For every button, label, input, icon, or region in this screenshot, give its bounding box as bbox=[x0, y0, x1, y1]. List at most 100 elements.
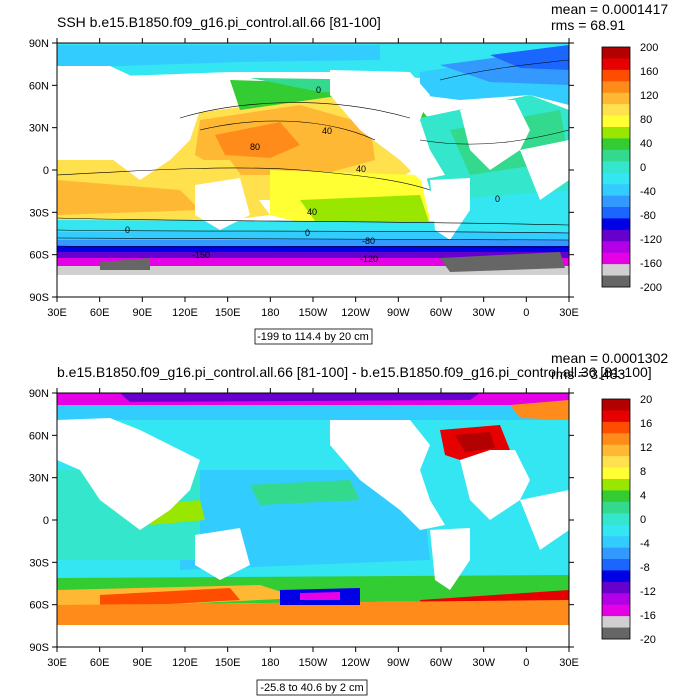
lat-tick-label: 0 bbox=[43, 515, 49, 527]
lon-tick-label: 60W bbox=[430, 657, 453, 669]
lat-tick-label: 90N bbox=[29, 38, 49, 50]
colorbar-swatch bbox=[602, 524, 630, 537]
contour-label: 40 bbox=[307, 207, 317, 217]
colorbar-label: 20 bbox=[640, 394, 652, 406]
lon-tick-label: 60W bbox=[430, 307, 453, 319]
colorbar-swatch bbox=[602, 115, 630, 128]
colorbar-swatch bbox=[602, 479, 630, 491]
lon-tick-label: 0 bbox=[523, 307, 529, 319]
colorbar-label: 80 bbox=[640, 114, 652, 126]
lat-tick-label: 30N bbox=[29, 473, 49, 485]
top-rms: rms = 68.91 bbox=[551, 17, 626, 33]
colorbar-label: 12 bbox=[640, 442, 652, 454]
top-axes: 90N 60N 30N 0 30S 60S 90S 30E 60E 90E 120E 150E 180 1… bbox=[29, 38, 579, 319]
colorbar-label: -20 bbox=[640, 634, 656, 646]
colorbar-swatch bbox=[602, 604, 630, 617]
lon-tick-label: 0 bbox=[523, 657, 529, 669]
colorbar-swatch bbox=[602, 501, 630, 514]
top-map-field bbox=[57, 43, 569, 297]
colorbar-swatch bbox=[602, 195, 630, 208]
colorbar-label: 120 bbox=[640, 90, 658, 102]
colorbar-swatch bbox=[602, 184, 630, 196]
contour-label: 0 bbox=[305, 228, 310, 238]
colorbar-label: -12 bbox=[640, 586, 656, 598]
colorbar-label: -120 bbox=[640, 234, 662, 246]
lon-tick-label: 180 bbox=[261, 307, 279, 319]
contour-label: -150 bbox=[192, 250, 210, 260]
top-range-box bbox=[254, 328, 373, 345]
colorbar-label: 0 bbox=[640, 514, 646, 526]
lon-tick-label: 60E bbox=[90, 657, 110, 669]
colorbar-swatch bbox=[602, 513, 630, 526]
colorbar-swatch bbox=[602, 627, 630, 640]
colorbar-label: -40 bbox=[640, 186, 656, 198]
lat-tick-label: 0 bbox=[43, 165, 49, 177]
colorbar-swatch bbox=[602, 229, 630, 242]
top-title: SSH b.e15.B1850.f09_g16.pi_control.all.6… bbox=[57, 14, 381, 30]
lon-tick-label: 120W bbox=[341, 307, 370, 319]
lon-tick-label: 30W bbox=[472, 657, 495, 669]
lon-tick-label: 90W bbox=[387, 307, 410, 319]
colorbar-label: 0 bbox=[640, 162, 646, 174]
colorbar-label: -4 bbox=[640, 538, 650, 550]
colorbar-swatch bbox=[602, 127, 630, 139]
colorbar-label: 200 bbox=[640, 42, 658, 54]
colorbar-swatch bbox=[602, 149, 630, 162]
lon-tick-label: 150W bbox=[299, 307, 328, 319]
contour-label: -120 bbox=[360, 254, 378, 264]
lon-tick-label: 30E bbox=[47, 657, 67, 669]
colorbar-swatch bbox=[602, 264, 630, 276]
colorbar-label: 8 bbox=[640, 466, 646, 478]
colorbar-swatch bbox=[602, 581, 630, 594]
colorbar-swatch bbox=[602, 547, 630, 560]
contour-label: 40 bbox=[356, 164, 366, 174]
colorbar-swatch bbox=[602, 616, 630, 628]
bottom-mean: mean = 0.0001302 bbox=[551, 350, 668, 366]
bottom-axes: 90N 60N 30N 0 30S 60S 90S 30E 60E 90E 120E 150E 180 1… bbox=[29, 388, 579, 669]
colorbar-label: -16 bbox=[640, 610, 656, 622]
colorbar-swatch bbox=[602, 172, 630, 185]
colorbar-swatch bbox=[602, 444, 630, 457]
bottom-rms: rms = 3.483 bbox=[551, 366, 626, 382]
lon-tick-label: 30E bbox=[47, 307, 67, 319]
colorbar-label: 4 bbox=[640, 490, 646, 502]
lat-tick-label: 30S bbox=[29, 557, 49, 569]
colorbar-swatch bbox=[602, 104, 630, 116]
lon-tick-label: 180 bbox=[261, 657, 279, 669]
bottom-map-field bbox=[57, 393, 569, 647]
colorbar-label: 160 bbox=[640, 66, 658, 78]
lat-tick-label: 60S bbox=[29, 250, 49, 262]
top-mean: mean = 0.0001417 bbox=[551, 1, 668, 17]
colorbar-swatch bbox=[602, 138, 630, 151]
colorbar-swatch bbox=[602, 399, 630, 411]
contour-label: 0 bbox=[125, 225, 130, 235]
lat-tick-label: 60S bbox=[29, 600, 49, 612]
lat-tick-label: 90S bbox=[29, 292, 49, 304]
bottom-range-label: -25.8 to 40.6 by 2 cm bbox=[260, 682, 363, 694]
colorbar-label: 40 bbox=[640, 138, 652, 150]
colorbar-swatch bbox=[602, 456, 630, 468]
contour-label: 0 bbox=[495, 194, 500, 204]
lon-tick-label: 90W bbox=[387, 657, 410, 669]
lon-tick-label: 150E bbox=[215, 307, 241, 319]
colorbar-swatch bbox=[602, 58, 630, 71]
top-colorbar: 200 160 120 80 40 0 -40 -80 -120 -160 -200 bbox=[601, 42, 662, 294]
colorbar-swatch bbox=[602, 410, 630, 423]
lon-tick-label: 150E bbox=[215, 657, 241, 669]
bottom-range-box bbox=[256, 679, 368, 696]
lon-tick-label: 30E bbox=[559, 657, 579, 669]
colorbar-swatch bbox=[602, 593, 630, 606]
lon-tick-label: 120E bbox=[172, 657, 198, 669]
colorbar-swatch bbox=[602, 570, 630, 583]
lat-tick-label: 90N bbox=[29, 388, 49, 400]
colorbar-label: -80 bbox=[640, 210, 656, 222]
colorbar-swatch bbox=[602, 536, 630, 548]
lat-tick-label: 30S bbox=[29, 207, 49, 219]
colorbar-label: 16 bbox=[640, 418, 652, 430]
colorbar-label: -8 bbox=[640, 562, 650, 574]
lon-tick-label: 120W bbox=[341, 657, 370, 669]
contour-label: 80 bbox=[250, 142, 260, 152]
lat-tick-label: 90S bbox=[29, 642, 49, 654]
lat-tick-label: 60N bbox=[29, 80, 49, 92]
colorbar-swatch bbox=[602, 433, 630, 446]
